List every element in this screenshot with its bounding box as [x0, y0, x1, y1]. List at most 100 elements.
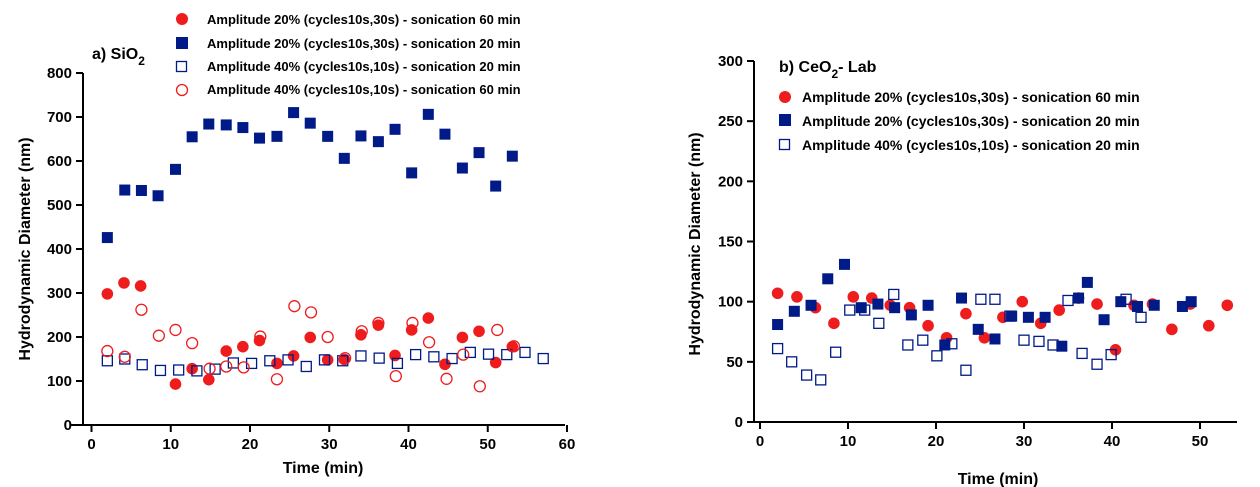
- chart-a-series-1-point-9: [254, 132, 266, 144]
- chart-a-series-3-point-17: [389, 370, 402, 383]
- chart-a-series-2-point-7: [227, 357, 240, 369]
- chart-a-series-2-point-18: [428, 351, 440, 363]
- chart-b-series-0-point-21: [1166, 323, 1178, 336]
- chart-a-series-2-point-12: [318, 354, 331, 366]
- chart-a-series-1-point-22: [473, 147, 485, 159]
- chart-a-series-1-point-10: [271, 130, 283, 142]
- chart-a-series-3-point-24: [507, 340, 521, 353]
- chart-b-x-tick-label-1: 10: [840, 433, 857, 450]
- chart-a-series-1-point-3: [152, 190, 164, 202]
- chart-a-series-0-point-11: [304, 331, 317, 344]
- chart-a-series-0-point-8: [253, 334, 266, 347]
- chart-a-legend-marker-1: [176, 37, 188, 49]
- chart-a-legend: Amplitude 20% (cycles10s,30s) - sonicati…: [175, 12, 521, 97]
- chart-b-series-2-point-24: [1120, 293, 1132, 305]
- chart-b-series-0-point-17: [1091, 298, 1103, 310]
- chart-a-y-tick-label-6: 600: [47, 153, 72, 170]
- chart-b-series-1-point-24: [1176, 300, 1188, 312]
- chart-b-legend-label-0: Amplitude 20% (cycles10s,30s) - sonicati…: [802, 89, 1140, 105]
- chart-b-series-1-point-8: [905, 309, 917, 321]
- chart-b-series-0-point-4: [847, 291, 860, 303]
- chart-a-series-1-point-20: [439, 128, 451, 140]
- chart-b-title-main: b) CeO: [779, 59, 831, 76]
- chart-a-series-3-point-19: [422, 336, 436, 349]
- chart-b-series-1-point-18: [1073, 292, 1085, 304]
- chart-b-legend-marker-2: [778, 138, 791, 151]
- chart-b-series-1-point-12: [972, 323, 984, 335]
- chart-a-x-tick-label-3: 30: [321, 436, 338, 453]
- chart-b-series-0-point-23: [1203, 319, 1215, 332]
- chart-a-series-1-point-19: [422, 108, 434, 120]
- chart-b-series-1-point-2: [805, 299, 817, 311]
- chart-a-title-main: a) SiO: [92, 46, 138, 63]
- chart-a-series-3-point-20: [440, 372, 453, 385]
- chart-b-series-2-point-22: [1091, 358, 1103, 370]
- chart-b-series-2-point-21: [1076, 347, 1088, 360]
- chart-a-y-tick-label-3: 300: [47, 285, 72, 302]
- chart-a-x-label: Time (min): [283, 460, 364, 477]
- chart-b-series-1-point-6: [872, 298, 884, 310]
- chart-a-series-2-point-20: [464, 346, 476, 359]
- chart-a-y-tick-label-1: 100: [47, 373, 72, 390]
- chart-a-series-0-point-19: [439, 358, 451, 371]
- chart-b-series-2-point-8: [888, 288, 900, 301]
- chart-b-series-2-point-25: [1135, 311, 1147, 323]
- chart-a-y-tick-label-0: 0: [64, 417, 72, 434]
- chart-a-axes: [70, 73, 565, 426]
- chart-a-y-ticks: 0 100 200 300 400 500 600 700 800: [47, 65, 83, 434]
- chart-a-series-1-point-12: [304, 117, 316, 129]
- chart-a-series-0-point-7: [237, 340, 249, 353]
- chart-a-series-2-point-3: [154, 364, 167, 377]
- chart-a-series-3-point-4: [169, 323, 182, 337]
- chart-a-x-tick-label-1: 10: [162, 436, 179, 453]
- chart-b-series-2-point-10: [917, 334, 929, 346]
- chart-b-x-tick-label-5: 50: [1192, 433, 1209, 450]
- chart-b-series-2-point-13: [960, 364, 972, 376]
- chart-a-series-0-point-18: [422, 312, 435, 324]
- chart-b-series-1-point-16: [1039, 311, 1051, 323]
- chart-a-series-1-point-7: [220, 119, 232, 131]
- chart-a-y-label: Hydrodynamic Diameter (nm): [17, 137, 34, 360]
- chart-a-series-0-point-12: [321, 354, 334, 366]
- chart-b-series-1-point-20: [1098, 314, 1110, 326]
- chart-a-y-tick-label-4: 400: [47, 241, 72, 258]
- chart-a-x-tick-label-2: 20: [242, 436, 259, 453]
- chart-a-series-0-point-14: [355, 329, 367, 341]
- chart-a-series-0-point-0: [101, 288, 114, 300]
- chart-a-series-1-point-17: [389, 123, 401, 135]
- chart-b-series-0-point-12: [997, 311, 1009, 324]
- chart-b-y-tick-label-2: 100: [718, 294, 743, 311]
- chart-b-series-2-point-18: [1033, 335, 1045, 348]
- chart-a-x-tick-label-0: 0: [87, 436, 95, 453]
- chart-b-title: b) CeO2- Lab: [779, 59, 877, 81]
- chart-a: 0 10 20 30 40 50 60 0100200300400500600700800 …: [17, 12, 575, 477]
- chart-a-x-tick-label-6: 60: [559, 436, 576, 453]
- chart-b-series-1-point-0: [772, 319, 784, 331]
- chart-a-series-3-point-9: [254, 330, 267, 343]
- chart-a-series-1-point-16: [372, 136, 384, 148]
- chart-a-series-2-point-19: [446, 352, 458, 365]
- chart-b-series-1-point-4: [838, 258, 850, 270]
- chart-b-series-1-point-9: [922, 299, 934, 311]
- chart-b-legend-label-2: Amplitude 40% (cycles10s,10s) - sonicati…: [802, 137, 1140, 153]
- chart-a-series-3-point-10: [270, 373, 284, 386]
- chart-a-legend-marker-2: [175, 60, 188, 73]
- chart-b-series-2-point-9: [902, 339, 914, 351]
- chart-b-series-2-point-11: [931, 350, 943, 362]
- chart-b-y-tick-label-4: 200: [718, 173, 743, 190]
- chart-a-series-1-point-21: [456, 162, 468, 174]
- chart-b-y-tick-label-1: 50: [726, 354, 743, 371]
- chart-a-series-2-point-6: [209, 363, 221, 375]
- chart-b-series-2-point-0: [771, 342, 784, 355]
- chart-b-series-1-point-14: [1006, 310, 1018, 322]
- chart-a-series-0-point-3: [169, 378, 182, 390]
- chart-a-series-3-point-3: [152, 329, 166, 342]
- chart-a-series-2-point-24: [537, 352, 549, 365]
- chart-a-series-0-point-15: [372, 319, 385, 331]
- chart-a-legend-label-0: Amplitude 20% (cycles10s,30s) - sonicati…: [207, 12, 521, 27]
- chart-b-series-2-point-3: [815, 374, 827, 386]
- chart-a-series-0-point-22: [489, 356, 502, 369]
- chart-a-series-0-point-2: [134, 280, 147, 292]
- chart-a-title-subscript: 2: [138, 54, 145, 68]
